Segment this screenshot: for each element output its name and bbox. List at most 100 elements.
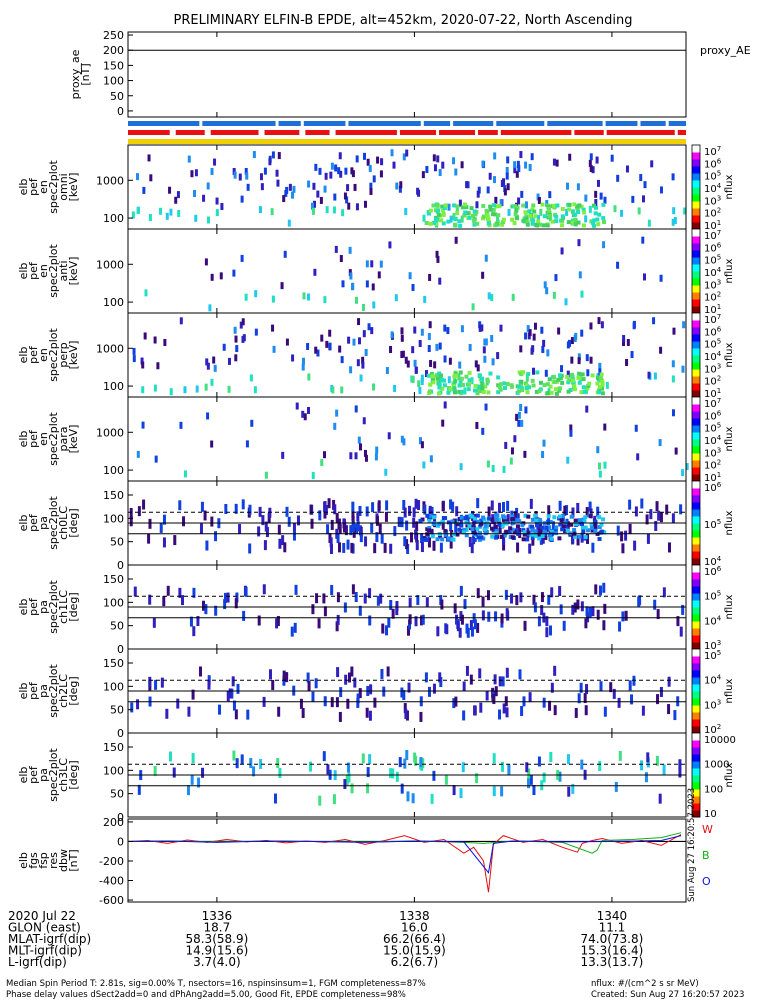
pef_en_omni-pixel [530,153,534,161]
pef_en_perp-colorbar-cell [692,314,700,316]
pef_pa_ch0-pixel [281,535,285,546]
pef_en_omni-colorbar-cell [692,224,700,226]
pef_en_perp-colorbar-cell [692,393,700,396]
pef_en_anti-pixel [144,289,148,297]
pef_en_omni-pixel [506,183,510,191]
pef_en_perp-pixel [598,362,602,370]
pef_en_omni-pixel [565,208,569,216]
pef_pa_ch3-pixel [432,770,436,781]
pef_en_perp-pixel [566,341,570,349]
pef_pa_ch2-pixel [314,678,318,689]
pef_en_omni-pixel [596,179,600,187]
pef_en_perp-colorbar-cell [692,386,700,389]
pef_pa_ch2-pixel [402,690,406,701]
pef_en_omni-band-pixel [435,206,440,211]
pef_pa_ch2-ylabel-line: ch2LC [57,674,70,708]
pef_pa_ch0-pixel [329,537,333,548]
pef_pa_ch0-band-pixel [432,515,437,520]
pef_en_perp-pixel [460,325,464,333]
pef_en_perp-band-pixel [554,391,559,396]
pef_pa_ch2-pixel [176,698,180,709]
pef_pa_ch1-pixel [504,589,508,600]
pef_en_perp-pixel [600,321,604,329]
pef_en_perp-pixel [367,323,371,331]
info-value-l: 3.7(4.0) [193,955,241,969]
pef_en_para-pixel [504,441,508,449]
pef_pa_ch0-band-pixel [572,528,577,533]
pef_en_omni-pixel [631,195,635,203]
pef_en_para-pixel [542,439,546,447]
status-bar-segment [128,130,170,135]
pef_en_anti-pixel [240,254,244,262]
pef_pa_ch0-band-pixel [424,537,429,542]
pef_en_perp-band-pixel [566,389,571,394]
pef_pa_ch3-colorbar-cell [692,751,700,754]
pef_pa_ch0-band-pixel [443,532,448,537]
pef_en_para-colorbar-cell [692,467,700,469]
pef_pa_ch0-pixel [330,519,334,530]
pef_en_omni-pixel [517,197,521,205]
pef_en_omni-pixel [568,153,572,161]
pef_pa_ch3-pixel [389,768,393,779]
pef_en_omni-pixel [380,158,384,166]
pef_pa_ch1-colorbar-cell [692,597,700,600]
pef_pa_ch3-pixel [347,762,351,773]
pef_en_omni-pixel [142,186,146,194]
pef_pa_ch0-band-pixel [560,527,565,532]
pef_pa_ch3-pixel [332,794,336,805]
pef_pa_ch0-pixel [403,536,407,547]
pef_en_anti-colorbar-cell [692,247,700,250]
pef_pa_ch0-pixel [338,542,342,553]
pef_pa_ch2-colorbar-cell [692,716,700,719]
pef_en_para-pixel [335,409,339,417]
pef_en_perp-pixel [411,346,415,354]
proxy-ae-ytick-label: 100 [103,75,124,88]
pef_pa_ch0-band-pixel [563,529,568,534]
pef_pa_ch0-pixel [148,518,152,529]
pef_en_perp-pixel [372,383,376,391]
pef_pa_ch3-pixel [430,793,434,804]
pef_pa_ch2-pixel [407,682,411,693]
pef_pa_ch0-pixel [451,501,455,512]
pef_pa_ch1-pixel [550,587,554,598]
pef_en_omni-band-pixel [530,221,535,226]
pef_en_perp-colorbar-cell [692,343,700,345]
pef_en_perp-band-pixel [477,384,482,389]
pef_en_omni-band-pixel [577,203,582,208]
pef_pa_ch0-colorbar-cell [692,561,700,564]
pef_en_perp-band-pixel [556,377,561,382]
pef_pa_ch0-band-pixel [583,515,588,520]
pef_en_perp-pixel [622,335,626,343]
pef_en_omni-pixel [517,164,521,172]
pef_en_para-ylabel-line: pef [27,429,40,448]
pef_en_omni-band-pixel [513,212,518,217]
pef_en_omni-pixel [271,151,275,159]
pef_en_perp-pixel [328,342,332,350]
pef_en_omni-colorbar-cell [692,210,700,212]
pef_pa_ch1-pixel [602,620,606,631]
pef_pa_ch0-colorbar-cell [692,546,700,548]
pef_pa_ch3-colorbar-cell [692,762,700,764]
pef_pa_ch2-colorbar-cell [692,658,700,660]
pef_en_omni-pixel [620,209,624,217]
pef_en_para-pixel [513,435,517,443]
pef_en_para-pixel [597,462,601,470]
pef_en_perp-band-pixel [483,384,488,389]
pef_en_anti-pixel [641,236,645,244]
status-bar-segment [264,130,300,135]
pef_en_perp-pixel [411,375,415,383]
pef_pa_ch1-colorbar-label: nflux [724,594,735,619]
pef_en_omni-band-pixel [500,222,505,227]
pef_en_anti-colorbar-cell [692,278,700,280]
pef_en_perp-pixel [385,366,389,374]
pef_en_perp-colorbar-cell [692,352,700,355]
pef_en_omni-pixel [368,164,372,172]
pef_pa_ch1-pixel [562,620,566,631]
pef_en_omni-pixel [460,215,464,223]
pef_en_para-colorbar-cell [692,415,700,418]
pef_en_para-colorbar-cell [692,447,700,449]
pef_pa_ch0-pixel [371,502,375,513]
pef_pa_ch3-pixel [461,762,465,773]
pef_en_perp-colorbar-cell [692,350,700,352]
